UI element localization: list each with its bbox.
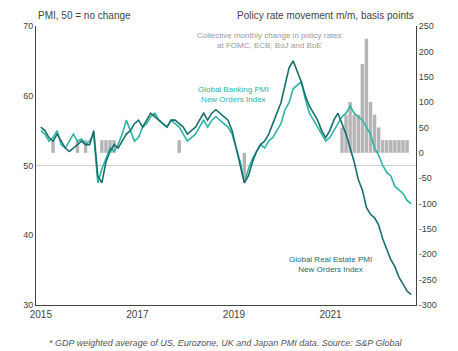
svg-text:-250: -250 xyxy=(419,275,437,285)
svg-text:Policy rate movement m/m, basi: Policy rate movement m/m, basis points xyxy=(237,10,414,21)
svg-text:40: 40 xyxy=(23,230,33,240)
svg-text:PMI, 50 = no change: PMI, 50 = no change xyxy=(38,10,131,21)
svg-text:70: 70 xyxy=(23,21,33,31)
svg-text:2019: 2019 xyxy=(223,309,246,320)
svg-text:100: 100 xyxy=(419,97,434,107)
svg-text:-200: -200 xyxy=(419,249,437,259)
svg-text:50: 50 xyxy=(419,123,429,133)
svg-text:2021: 2021 xyxy=(319,309,342,320)
svg-text:-50: -50 xyxy=(419,173,432,183)
svg-text:Collective monthly change in p: Collective monthly change in policy rate… xyxy=(197,31,342,50)
svg-text:2017: 2017 xyxy=(126,309,149,320)
svg-text:0: 0 xyxy=(419,148,424,158)
svg-text:-100: -100 xyxy=(419,199,437,209)
svg-text:* GDP weighted average of US,: * GDP weighted average of US, Eurozone, … xyxy=(49,338,403,348)
svg-text:2015: 2015 xyxy=(30,309,53,320)
svg-text:Global Banking PMINew Orders I: Global Banking PMINew Orders Index xyxy=(198,85,269,104)
svg-text:-150: -150 xyxy=(419,224,437,234)
svg-text:-300: -300 xyxy=(419,300,437,310)
svg-text:30: 30 xyxy=(23,300,33,310)
svg-text:250: 250 xyxy=(419,21,434,31)
svg-text:200: 200 xyxy=(419,47,434,57)
svg-text:50: 50 xyxy=(23,161,33,171)
svg-text:60: 60 xyxy=(23,91,33,101)
svg-text:Global Real Estate PMINew Orde: Global Real Estate PMINew Orders Index xyxy=(289,255,372,274)
svg-text:150: 150 xyxy=(419,72,434,82)
